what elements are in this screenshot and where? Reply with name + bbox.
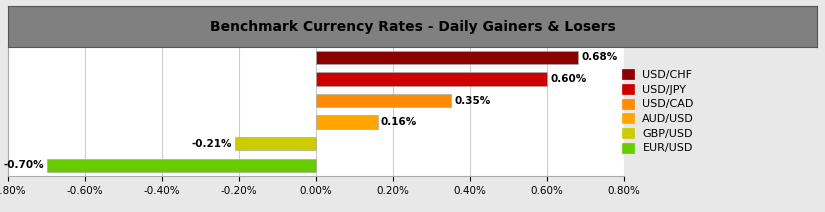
Text: 0.60%: 0.60% [550,74,587,84]
Legend: USD/CHF, USD/JPY, USD/CAD, AUD/USD, GBP/USD, EUR/USD: USD/CHF, USD/JPY, USD/CAD, AUD/USD, GBP/… [620,67,696,156]
Bar [235,137,316,150]
Bar [316,51,578,64]
Text: -0.21%: -0.21% [192,139,233,149]
Text: 0.68%: 0.68% [581,52,617,62]
Bar [316,94,451,107]
Bar [316,72,547,86]
Bar [316,115,378,129]
Bar [47,159,316,172]
Text: 0.16%: 0.16% [381,117,417,127]
Text: -0.70%: -0.70% [3,160,44,170]
Text: 0.35%: 0.35% [454,96,490,106]
Text: Benchmark Currency Rates - Daily Gainers & Losers: Benchmark Currency Rates - Daily Gainers… [210,20,615,33]
